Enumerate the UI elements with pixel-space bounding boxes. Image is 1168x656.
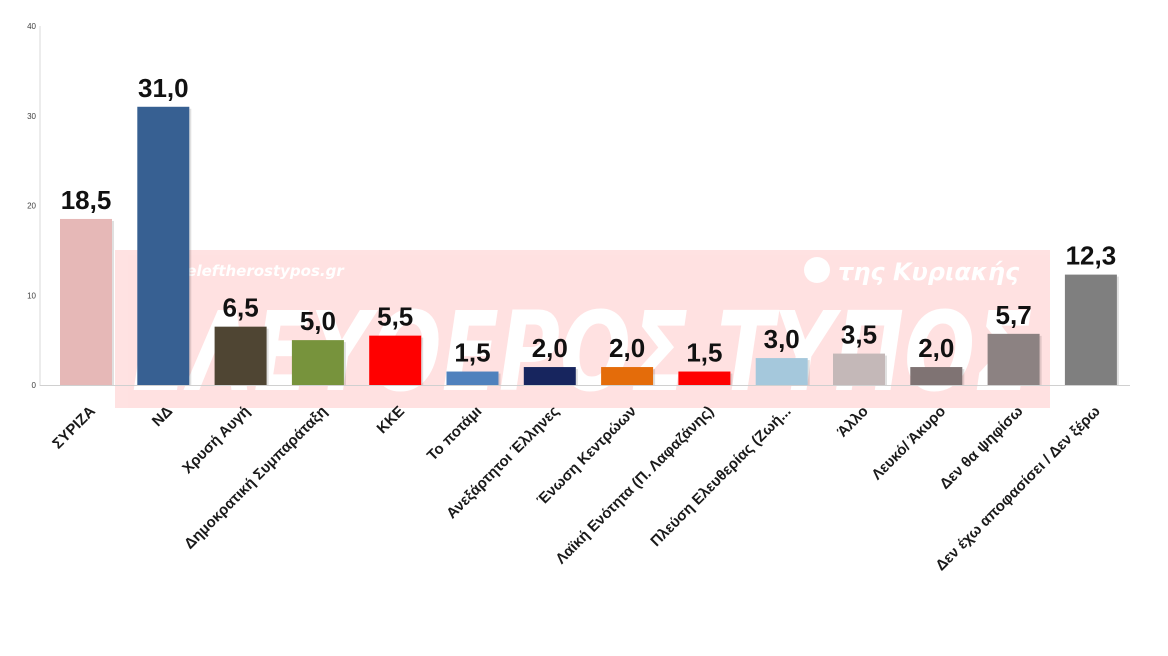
data-label: 18,5 (61, 185, 112, 215)
bar (910, 367, 963, 385)
bar (601, 367, 654, 385)
data-label: 5,5 (377, 302, 413, 332)
data-label: 6,5 (223, 293, 259, 323)
bar-shadow (575, 369, 578, 385)
bar (214, 326, 267, 385)
watermark-logo-dot (804, 257, 830, 283)
data-label: 5,0 (300, 306, 336, 336)
bar-shadow (112, 220, 114, 385)
bar (60, 218, 112, 385)
y-tick-labels: 0 10 20 30 40 (27, 22, 36, 390)
data-label: 2,0 (532, 333, 568, 363)
bar (137, 106, 190, 386)
data-labels: 18,5 31,0 6,5 5,0 5,5 1,5 2,0 2,0 1,5 3,0 3,5 2,0 5,… (61, 73, 1117, 368)
watermark-tagline: της Κυριακής (838, 258, 1020, 286)
bar (291, 340, 344, 385)
data-label: 31,0 (138, 73, 189, 103)
bar-shadow (885, 355, 887, 385)
category-label: Δεν έχω αποφασίσει / Δεν ξέρω (932, 403, 1104, 575)
y-tick-label: 20 (27, 202, 36, 211)
category-label: Πλεύση Ελευθερίας (Ζωή... (647, 403, 794, 550)
bar-shadow (653, 369, 656, 385)
bars (60, 106, 1119, 386)
category-label: Λαϊκή Ενότητα (Π. Λαφαζάνης) (552, 403, 717, 568)
bar-shadow (189, 108, 192, 386)
y-tick-label: 0 (32, 381, 37, 390)
bar (523, 367, 576, 385)
bar (369, 335, 422, 385)
bar-shadow (1116, 276, 1119, 385)
bar-shadow (730, 373, 733, 385)
watermark-band (115, 250, 1050, 408)
data-label: 1,5 (686, 338, 722, 368)
bar-shadow (266, 328, 269, 385)
category-label: Δεν θα ψηφίσω (936, 403, 1026, 493)
bar (446, 371, 499, 385)
bar-shadow (343, 342, 346, 385)
bar (833, 353, 885, 385)
y-tick-label: 30 (27, 112, 36, 121)
category-label: Δημοκρατική Συμπαράταξη (181, 403, 331, 553)
data-label: 2,0 (609, 333, 645, 363)
data-label: 3,0 (764, 324, 800, 354)
data-label: 2,0 (918, 333, 954, 363)
data-label: 12,3 (1066, 241, 1117, 271)
bar-shadow (421, 337, 424, 385)
bar-shadow (962, 369, 965, 385)
watermark-title: ΕΛΕΥΘΕΡΟΣ ΤΥΠΟΣ (132, 288, 1032, 416)
y-tick-label: 10 (27, 291, 36, 300)
data-label: 3,5 (841, 320, 877, 350)
bar-shadow (807, 360, 810, 385)
bar-shadow (1039, 335, 1042, 385)
data-label: 1,5 (454, 338, 490, 368)
y-tick-label: 40 (27, 22, 36, 31)
bar (987, 333, 1040, 385)
bar (1064, 274, 1117, 385)
bar (755, 358, 808, 385)
watermark: www.eleftherostypos.gr ΕΛΕΥΘΕΡΟΣ ΤΥΠΟΣ τ… (115, 250, 1050, 416)
bar-shadow (498, 373, 501, 385)
bar (678, 371, 731, 385)
watermark-url: www.eleftherostypos.gr (140, 262, 345, 280)
category-label: ΣΥΡΙΖΑ (49, 403, 99, 453)
data-label: 5,7 (996, 300, 1032, 330)
